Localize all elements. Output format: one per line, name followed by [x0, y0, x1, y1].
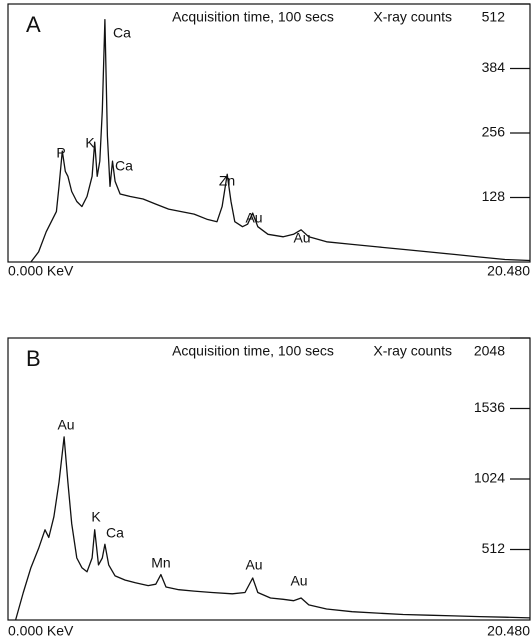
- y-tick-label: 384: [482, 59, 506, 75]
- y-tick-label: 1536: [474, 399, 505, 415]
- peak-label: Ca: [106, 525, 124, 541]
- spectrum-line: [30, 18, 531, 263]
- y-tick-label: 512: [482, 9, 506, 25]
- y-tick-label: 2048: [474, 343, 505, 359]
- spectrum-line: [14, 436, 531, 621]
- x-tick-label: 0.000 KeV: [8, 263, 74, 279]
- panel-frame: [7, 3, 531, 263]
- y-axis-label: X-ray counts: [373, 9, 452, 25]
- peak-label: Au: [245, 210, 262, 226]
- y-tick-label: 256: [482, 124, 506, 140]
- peak-label: K: [91, 509, 101, 525]
- panel-label: A: [26, 12, 41, 37]
- peak-label: Au: [293, 230, 310, 246]
- subtitle: Acquisition time, 100 secs: [172, 9, 334, 25]
- peak-label: Zn: [219, 173, 235, 189]
- subtitle: Acquisition time, 100 secs: [172, 343, 334, 359]
- panel-label: B: [26, 346, 41, 371]
- peak-label: Au: [290, 573, 307, 589]
- y-tick-label: 128: [482, 188, 506, 204]
- x-tick-label: 20.480: [487, 623, 530, 639]
- peak-label: Ca: [113, 25, 131, 41]
- peak-label: Ca: [115, 158, 133, 174]
- peak-label: Au: [57, 417, 74, 433]
- y-axis-label: X-ray counts: [373, 343, 452, 359]
- x-tick-label: 0.000 KeV: [8, 623, 74, 639]
- peak-label: Mn: [151, 555, 170, 571]
- x-tick-label: 20.480: [487, 263, 530, 279]
- y-tick-label: 512: [482, 540, 506, 556]
- peak-label: K: [85, 135, 95, 151]
- panel-frame: [7, 337, 531, 621]
- peak-label: P: [56, 145, 65, 161]
- peak-label: Au: [245, 557, 262, 573]
- y-tick-label: 1024: [474, 470, 505, 486]
